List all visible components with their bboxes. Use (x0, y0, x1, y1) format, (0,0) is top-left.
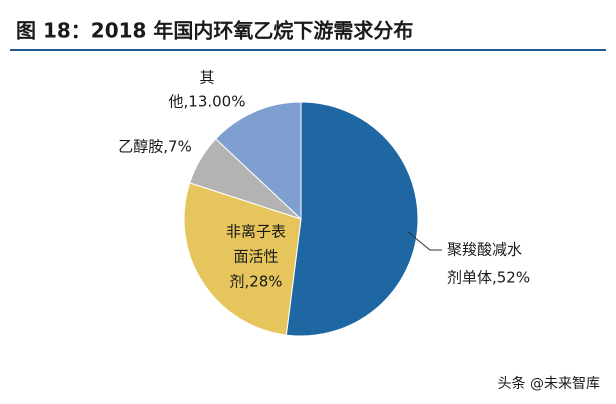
leader-line (407, 231, 442, 251)
pie-slice (215, 101, 302, 221)
slice-label: 剂单体,52% (447, 269, 530, 287)
slice-label: 非离子表 (226, 223, 286, 241)
slice-label: 其 (199, 69, 214, 87)
chart-title: 图 18：2018 年国内环氧乙烷下游需求分布 (16, 19, 413, 43)
slice-label: 剂,28% (229, 273, 282, 291)
slice-label: 乙醇胺,7% (118, 138, 192, 156)
slice-label: 聚羧酸减水 (447, 241, 522, 259)
slice-label: 他,13.00% (169, 93, 246, 111)
pie-slice (285, 101, 419, 337)
slice-label: 面活性 (233, 248, 278, 266)
pie-slice (183, 182, 302, 336)
watermark: 头条 @未来智库 (498, 375, 600, 392)
